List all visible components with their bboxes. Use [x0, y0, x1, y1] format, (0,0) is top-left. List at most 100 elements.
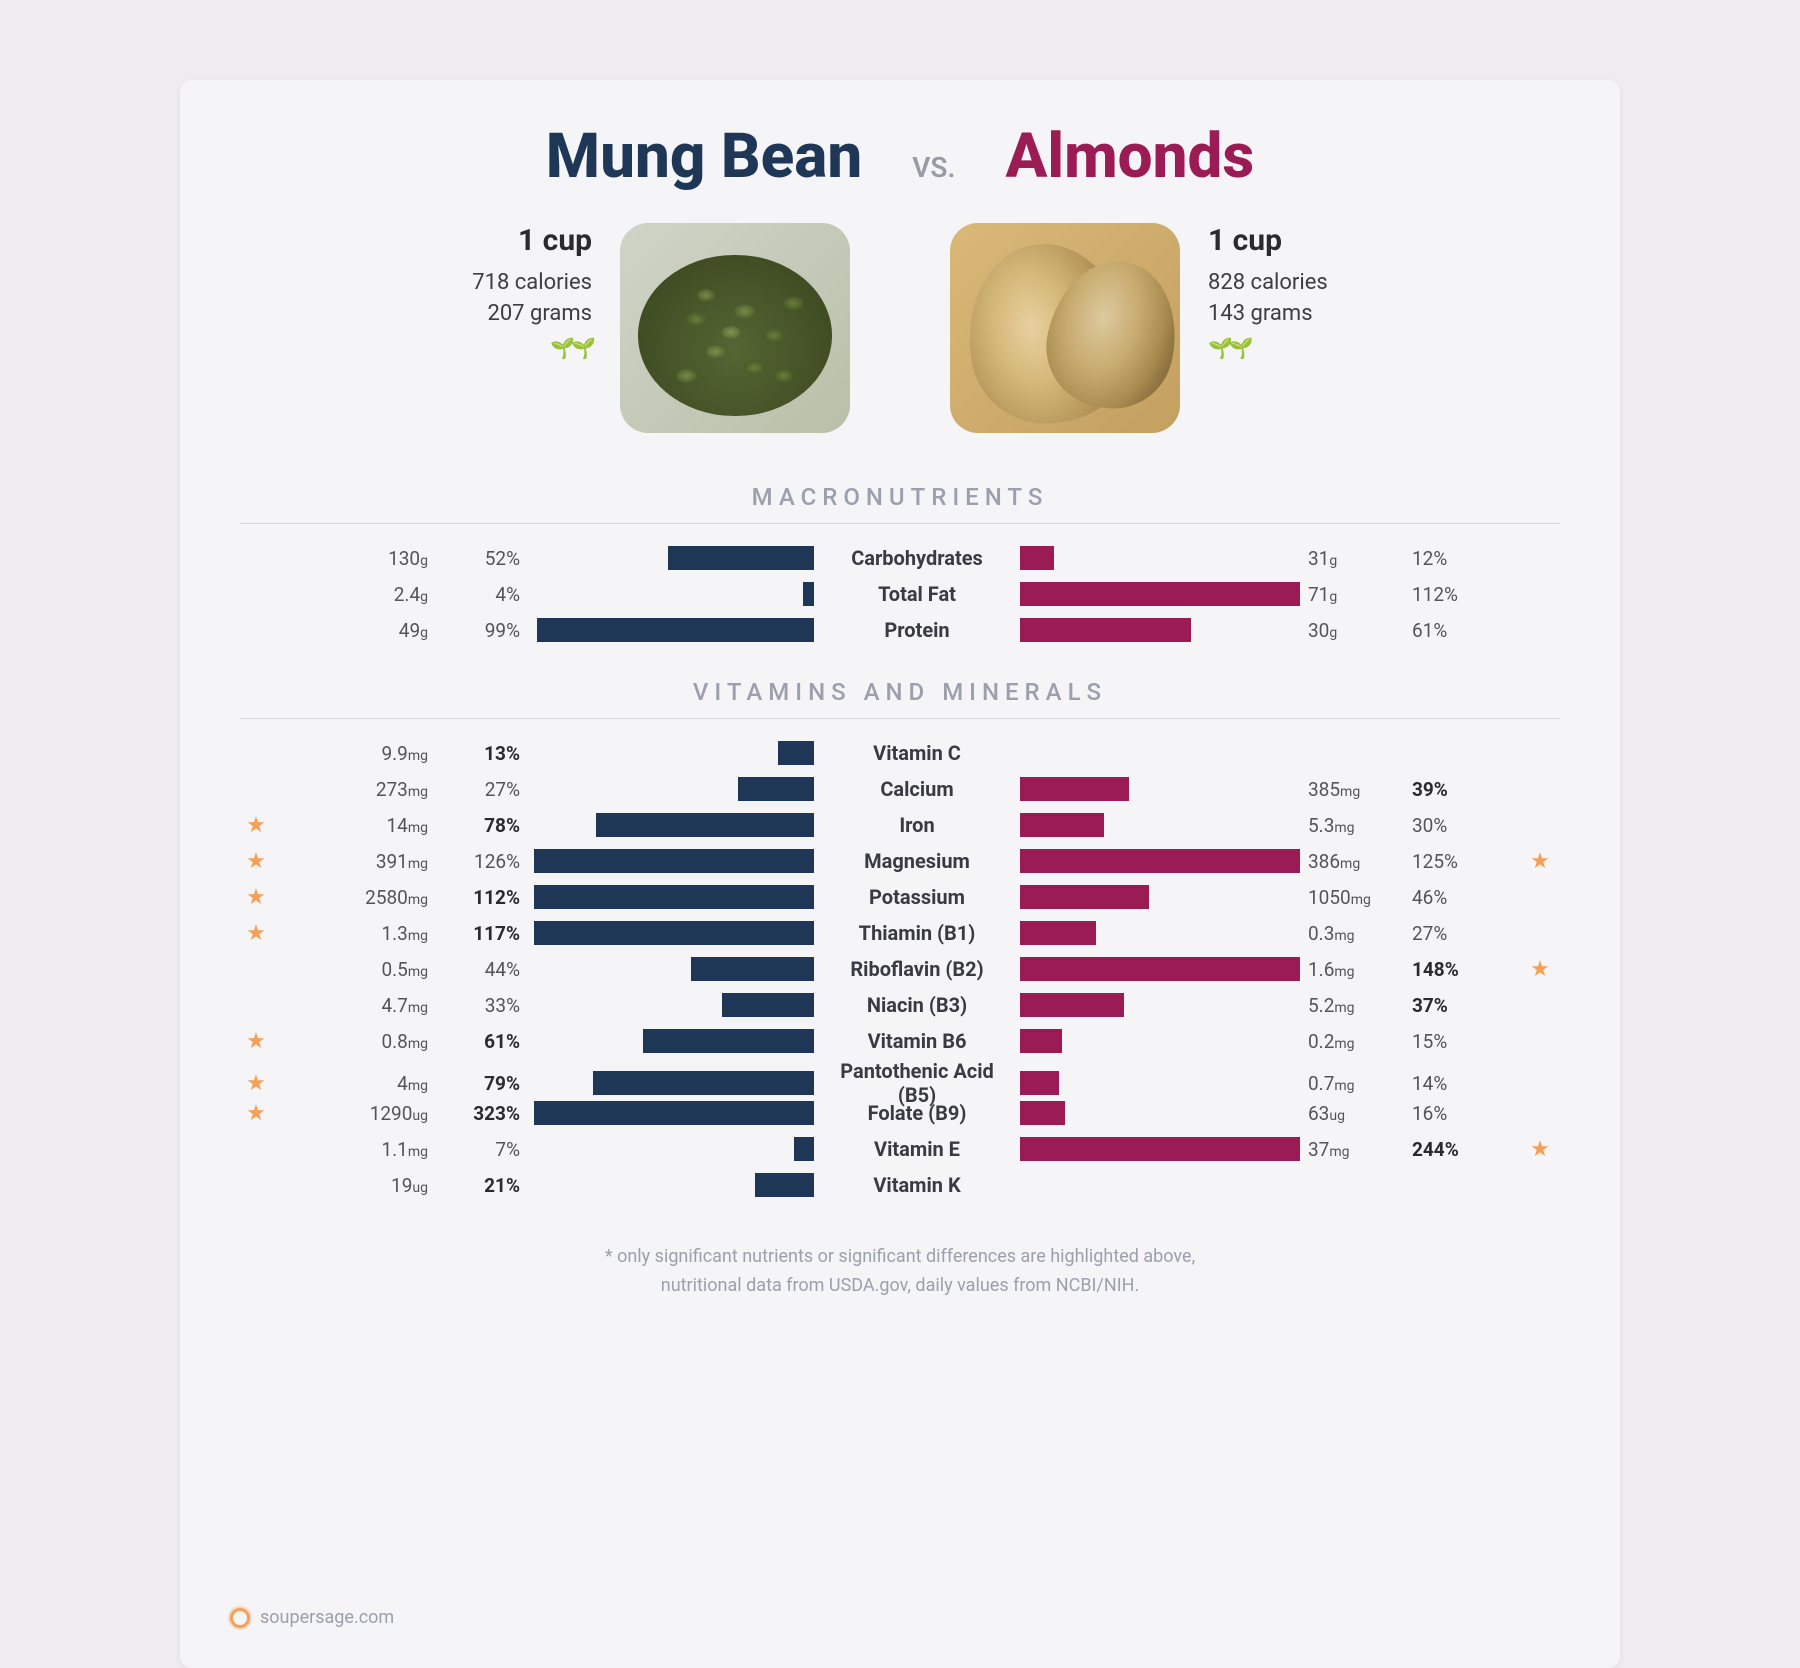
nutrient-row: 49g99%Protein30g61% — [240, 612, 1560, 648]
percent-right: 12% — [1406, 547, 1516, 570]
vitamins-table: 9.9mg13%Vitamin C273mg27%Calcium385mg39%… — [240, 735, 1560, 1203]
sprout-icon: 🌱🌱 — [1208, 336, 1328, 360]
amount-left: 9.9mg — [318, 742, 428, 765]
star-icon: ★ — [240, 921, 272, 946]
divider — [240, 718, 1560, 719]
serving-right: 1 cup — [1208, 223, 1328, 258]
divider — [240, 523, 1560, 524]
percent-left: 126% — [436, 850, 526, 873]
bar-right — [1020, 813, 1300, 837]
amount-right: 0.3mg — [1308, 922, 1398, 945]
nutrient-row: ★391mg126%Magnesium386mg125%★ — [240, 843, 1560, 879]
star-icon: ★ — [240, 849, 272, 874]
bar-left — [534, 777, 814, 801]
title-row: Mung Bean vs. Almonds — [240, 120, 1560, 193]
sprout-icon: 🌱🌱 — [472, 336, 592, 360]
percent-left: 13% — [436, 742, 526, 765]
percent-right: 61% — [1406, 619, 1516, 642]
nutrient-row: 130g52%Carbohydrates31g12% — [240, 540, 1560, 576]
calories-right: 828 calories — [1208, 270, 1328, 295]
amount-left: 1290ug — [318, 1102, 428, 1125]
bar-right — [1020, 777, 1300, 801]
amount-left: 4.7mg — [318, 994, 428, 1017]
amount-left: 1.3mg — [318, 922, 428, 945]
nutrient-row: ★1290ug323%Folate (B9)63ug16% — [240, 1095, 1560, 1131]
bar-left — [534, 1137, 814, 1161]
star-icon: ★ — [240, 1101, 272, 1126]
bar-right — [1020, 1071, 1300, 1095]
nutrient-row: 19ug21%Vitamin K — [240, 1167, 1560, 1203]
grams-left: 207 grams — [472, 301, 592, 326]
nutrient-row: 2.4g4%Total Fat71g112% — [240, 576, 1560, 612]
food-block-right: 1 cup 828 calories 143 grams 🌱🌱 — [950, 223, 1328, 433]
nutrient-label: Total Fat — [822, 582, 1012, 606]
bar-right — [1020, 993, 1300, 1017]
percent-left: 4% — [436, 583, 526, 606]
percent-left: 323% — [436, 1102, 526, 1125]
brand-text: soupersage.com — [260, 1607, 394, 1628]
percent-left: 78% — [436, 814, 526, 837]
amount-right: 1.6mg — [1308, 958, 1398, 981]
nutrient-row: 273mg27%Calcium385mg39% — [240, 771, 1560, 807]
food-info-left: 1 cup 718 calories 207 grams 🌱🌱 — [472, 223, 592, 360]
amount-right: 5.2mg — [1308, 994, 1398, 1017]
serving-left: 1 cup — [472, 223, 592, 258]
nutrient-label: Folate (B9) — [822, 1101, 1012, 1125]
title-right-food: Almonds — [1005, 120, 1254, 193]
percent-left: 27% — [436, 778, 526, 801]
nutrient-row: 0.5mg44%Riboflavin (B2)1.6mg148%★ — [240, 951, 1560, 987]
nutrient-label: Magnesium — [822, 849, 1012, 873]
bar-left — [534, 993, 814, 1017]
percent-left: 33% — [436, 994, 526, 1017]
bar-right — [1020, 618, 1300, 642]
nutrient-row: 4.7mg33%Niacin (B3)5.2mg37% — [240, 987, 1560, 1023]
bar-right — [1020, 582, 1300, 606]
amount-left: 130g — [318, 547, 428, 570]
bar-left — [534, 1173, 814, 1197]
amount-left: 0.8mg — [318, 1030, 428, 1053]
amount-right: 386mg — [1308, 850, 1398, 873]
amount-left: 14mg — [318, 814, 428, 837]
section-title-vitamins: VITAMINS AND MINERALS — [240, 678, 1560, 706]
percent-right: 244% — [1406, 1138, 1516, 1161]
bar-left — [534, 921, 814, 945]
percent-left: 52% — [436, 547, 526, 570]
nutrient-label: Calcium — [822, 777, 1012, 801]
macros-table: 130g52%Carbohydrates31g12%2.4g4%Total Fa… — [240, 540, 1560, 648]
nutrient-label: Iron — [822, 813, 1012, 837]
nutrient-label: Niacin (B3) — [822, 993, 1012, 1017]
amount-right: 37mg — [1308, 1138, 1398, 1161]
percent-right: 39% — [1406, 778, 1516, 801]
nutrient-row: ★14mg78%Iron5.3mg30% — [240, 807, 1560, 843]
nutrient-label: Thiamin (B1) — [822, 921, 1012, 945]
amount-left: 0.5mg — [318, 958, 428, 981]
food-info-right: 1 cup 828 calories 143 grams 🌱🌱 — [1208, 223, 1328, 360]
nutrient-label: Vitamin B6 — [822, 1029, 1012, 1053]
nutrient-row: ★2580mg112%Potassium1050mg46% — [240, 879, 1560, 915]
percent-left: 7% — [436, 1138, 526, 1161]
bar-right — [1020, 849, 1300, 873]
brand-row: soupersage.com — [230, 1607, 394, 1628]
section-title-macros: MACRONUTRIENTS — [240, 483, 1560, 511]
food-image-right — [950, 223, 1180, 433]
star-icon: ★ — [1524, 957, 1556, 982]
amount-left: 2.4g — [318, 583, 428, 606]
star-icon: ★ — [240, 813, 272, 838]
bar-right — [1020, 1137, 1300, 1161]
nutrient-row: 1.1mg7%Vitamin E37mg244%★ — [240, 1131, 1560, 1167]
nutrient-label: Riboflavin (B2) — [822, 957, 1012, 981]
percent-left: 21% — [436, 1174, 526, 1197]
percent-right: 27% — [1406, 922, 1516, 945]
nutrient-row: ★0.8mg61%Vitamin B60.2mg15% — [240, 1023, 1560, 1059]
amount-left: 19ug — [318, 1174, 428, 1197]
amount-right: 0.7mg — [1308, 1072, 1398, 1095]
percent-left: 99% — [436, 619, 526, 642]
amount-left: 49g — [318, 619, 428, 642]
percent-left: 44% — [436, 958, 526, 981]
percent-left: 61% — [436, 1030, 526, 1053]
star-icon: ★ — [240, 885, 272, 910]
bar-left — [534, 813, 814, 837]
star-icon: ★ — [1524, 1137, 1556, 1162]
percent-right: 14% — [1406, 1072, 1516, 1095]
bar-left — [534, 1029, 814, 1053]
